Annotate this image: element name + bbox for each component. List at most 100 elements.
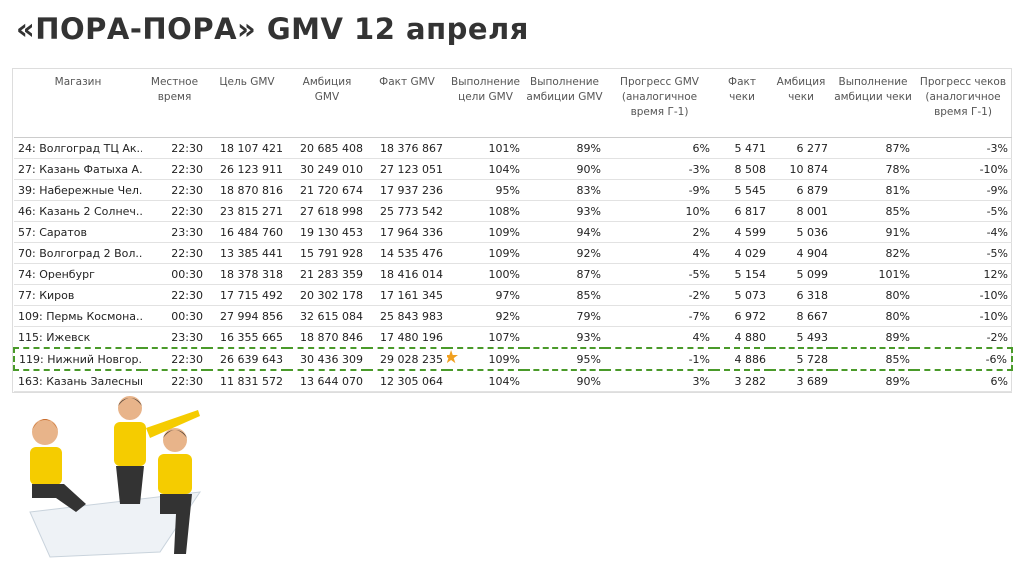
cell-text: 109: Пермь Космона... <box>18 309 142 323</box>
table-cell: 32 615 084 <box>287 305 367 327</box>
cell-text: -10% <box>979 162 1008 176</box>
cell-text: 91% <box>885 225 910 239</box>
table-cell: 93% <box>524 326 605 349</box>
cell-text: 22:30 <box>171 141 203 155</box>
cell-text: 2% <box>692 225 710 239</box>
cell-text: 16 355 665 <box>220 330 283 344</box>
cell-text: -5% <box>986 204 1008 218</box>
table-cell: 5 728 <box>770 347 832 371</box>
table-row: 24: Волгоград ТЦ Ак... 22:30 18 107 421 20 … <box>14 137 1012 159</box>
column-header: Местное время <box>142 69 207 138</box>
cell-text: 5 154 <box>734 267 767 281</box>
cell-text: 18 378 318 <box>220 267 283 281</box>
table-cell: 22:30 <box>142 242 207 264</box>
table-cell: 22:30 <box>142 137 207 159</box>
cell-text: 30 249 010 <box>300 162 363 176</box>
cell-text: 27: Казань Фатыха А... <box>18 162 142 176</box>
cell-text: 107% <box>488 330 520 344</box>
cell-text: 8 001 <box>796 204 829 218</box>
table-cell: 101% <box>832 263 914 285</box>
column-header: Цель GMV <box>207 69 287 138</box>
cell-text: 22:30 <box>171 246 203 260</box>
table-cell: 13 385 441 <box>207 242 287 264</box>
table-cell: 57: Саратов <box>14 221 142 243</box>
cell-text: 81% <box>885 183 910 197</box>
cell-text: 78% <box>885 162 910 176</box>
table-cell: 3 282 <box>714 370 770 392</box>
table-cell: 27 994 856 <box>207 305 287 327</box>
table-cell: 85% <box>832 347 914 371</box>
table-cell: 109% <box>447 221 524 243</box>
table-cell: 89% <box>832 370 914 392</box>
cell-text: 74: Оренбург <box>18 267 95 281</box>
cell-text: 00:30 <box>171 309 203 323</box>
cell-text: 104% <box>488 374 520 388</box>
cell-text: 17 161 345 <box>380 288 443 302</box>
cell-text: 5 099 <box>796 267 829 281</box>
table-cell: 74: Оренбург <box>14 263 142 285</box>
star-icon: ★ <box>447 350 459 368</box>
table-cell: 00:30 <box>142 305 207 327</box>
table-cell: 6 318 <box>770 284 832 306</box>
table-row: 74: Оренбург 00:30 18 378 318 21 283 359 18 … <box>14 263 1012 285</box>
cell-text: 22:30 <box>171 183 203 197</box>
cell-text: 14 535 476 <box>380 246 443 260</box>
table-cell: 4 029 <box>714 242 770 264</box>
table-cell: 22:30 <box>142 370 207 392</box>
table-cell: 17 480 196 <box>367 326 447 349</box>
table-cell: 93% <box>524 200 605 222</box>
table-frame: Магазин Местное время Цель GMV Амбиция GMV Ф… <box>12 68 1013 393</box>
cell-text: -2% <box>688 288 710 302</box>
table-cell: -3% <box>914 137 1012 159</box>
cell-text: 92% <box>576 246 601 260</box>
table-cell: 92% <box>447 305 524 327</box>
table-cell: -1% <box>605 347 714 371</box>
cell-text: 80% <box>885 309 910 323</box>
cell-text: 26 123 911 <box>220 162 283 176</box>
cell-text: 90% <box>576 162 601 176</box>
table-cell: 18 378 318 <box>207 263 287 285</box>
table-cell: -10% <box>914 305 1012 327</box>
table-cell: 6 972 <box>714 305 770 327</box>
table-cell: 8 667 <box>770 305 832 327</box>
cell-text: 8 508 <box>734 162 767 176</box>
table-cell: 19 130 453 <box>287 221 367 243</box>
table-cell: -2% <box>605 284 714 306</box>
header-row: Магазин Местное время Цель GMV Амбиция GMV Ф… <box>14 69 1012 138</box>
cell-text: 5 073 <box>734 288 767 302</box>
table-cell: 39: Набережные Чел... <box>14 179 142 201</box>
cell-text: 89% <box>885 330 910 344</box>
cell-text: 4 880 <box>734 330 767 344</box>
table-cell: 22:30 <box>142 179 207 201</box>
cell-text: 87% <box>885 141 910 155</box>
table-cell: 27: Казань Фатыха А... <box>14 158 142 180</box>
table-body: 24: Волгоград ТЦ Ак... 22:30 18 107 421 20 … <box>13 137 1013 392</box>
cell-text: 90% <box>576 374 601 388</box>
cell-text: 25 773 542 <box>380 204 443 218</box>
cell-text: -9% <box>688 183 710 197</box>
cell-text: 6 972 <box>734 309 767 323</box>
table-cell: 18 376 867 <box>367 137 447 159</box>
cell-text: 27 618 998 <box>300 204 363 218</box>
table-cell: 26 639 643 <box>207 347 287 371</box>
table-cell: -4% <box>914 221 1012 243</box>
table-cell: -5% <box>914 242 1012 264</box>
table-cell: -5% <box>605 263 714 285</box>
table-cell: 101% <box>447 137 524 159</box>
table-cell: -7% <box>605 305 714 327</box>
cell-text: 82% <box>885 246 910 260</box>
cell-text: 6 318 <box>796 288 829 302</box>
table-cell: 4 904 <box>770 242 832 264</box>
column-header: Амбиция GMV <box>287 69 367 138</box>
table-cell: 20 685 408 <box>287 137 367 159</box>
cell-text: 104% <box>488 162 520 176</box>
table-cell: 92% <box>524 242 605 264</box>
table-cell: 22:30 <box>142 284 207 306</box>
table-cell: 6 817 <box>714 200 770 222</box>
cell-text: 18 107 421 <box>220 141 283 155</box>
table-cell: 90% <box>524 370 605 392</box>
cell-text: 85% <box>885 352 910 366</box>
table-cell: 21 283 359 <box>287 263 367 285</box>
cell-text: -4% <box>986 225 1008 239</box>
cell-text: 5 545 <box>734 183 767 197</box>
